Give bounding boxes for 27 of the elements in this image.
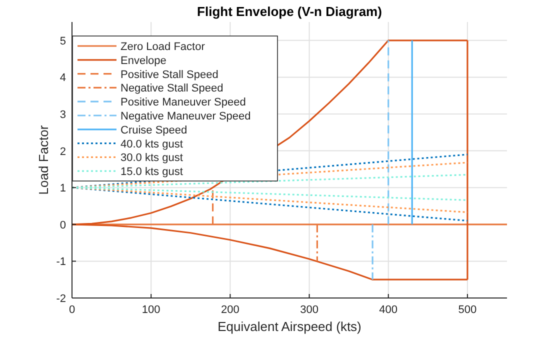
legend-label: Negative Stall Speed <box>120 82 224 95</box>
x-tick-label: 300 <box>300 304 318 316</box>
legend-label: 30.0 kts gust <box>120 152 183 164</box>
legend-label: 40.0 kts gust <box>120 138 183 150</box>
legend-label: 15.0 kts gust <box>120 166 183 178</box>
legend-label: Positive Maneuver Speed <box>120 96 246 109</box>
y-tick-label: 5 <box>60 35 66 48</box>
legend-label: Zero Load Factor <box>120 41 206 53</box>
y-tick-label: 3 <box>60 109 66 121</box>
y-tick-label: 0 <box>60 219 66 232</box>
x-tick-label: 400 <box>379 304 398 316</box>
x-tick-label: 200 <box>221 304 240 316</box>
legend-label: Envelope <box>120 54 166 67</box>
y-axis-title: Load Factor <box>36 124 51 195</box>
y-tick-label: 1 <box>60 182 66 195</box>
legend-label: Positive Stall Speed <box>120 68 218 81</box>
legend-label: Negative Maneuver Speed <box>120 110 251 122</box>
chart-title: Flight Envelope (V-n Diagram) <box>197 4 382 19</box>
legend-label: Cruise Speed <box>120 124 188 136</box>
x-tick-label: 0 <box>68 304 76 316</box>
y-tick-label: 4 <box>60 72 66 84</box>
y-tick-label: -2 <box>56 293 66 305</box>
x-axis-title: Equivalent Airspeed (kts) <box>218 319 362 334</box>
x-tick-label: 500 <box>458 304 477 316</box>
y-tick-label: 2 <box>60 146 66 158</box>
y-tick-label: -1 <box>56 256 66 268</box>
x-tick-label: 100 <box>142 304 160 316</box>
